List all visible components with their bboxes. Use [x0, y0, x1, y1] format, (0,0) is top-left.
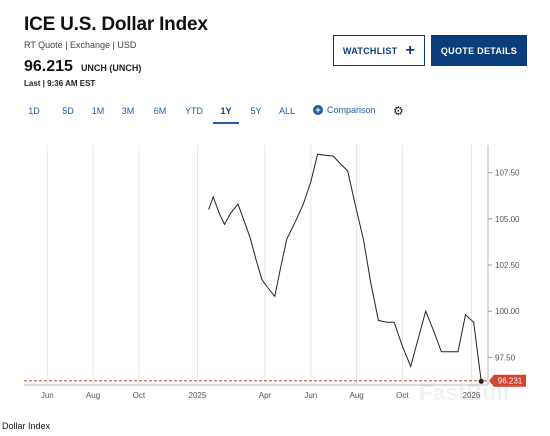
quote-details-button[interactable]: QUOTE DETAILS: [431, 35, 527, 66]
plus-icon: +: [405, 41, 416, 59]
price-row: 96.215 UNCH (UNCH): [24, 58, 141, 76]
x-tick-label: Apr: [259, 391, 272, 400]
y-tick-label: 105.00: [495, 215, 520, 224]
chart-caption: Dollar Index: [2, 421, 51, 431]
x-tick-label: Jun: [304, 391, 317, 400]
tab-3m[interactable]: 3M: [121, 106, 135, 116]
tab-1m[interactable]: 1M: [91, 106, 105, 116]
x-tick-label: Oct: [133, 391, 146, 400]
page-title: ICE U.S. Dollar Index: [24, 14, 208, 35]
x-tick-label: 2026: [463, 391, 481, 400]
price-chart[interactable]: Jun Aug Oct 2025 Apr Jun Aug Oct 2026 107.50 105.0…: [0, 140, 550, 405]
tab-1y[interactable]: 1Y: [213, 102, 239, 124]
quote-details-label: QUOTE DETAILS: [440, 45, 518, 56]
last-price-pointer: [489, 374, 494, 387]
tab-5y[interactable]: 5Y: [250, 106, 262, 116]
last-updated: Last | 9:36 AM EST: [24, 79, 96, 88]
tab-all[interactable]: ALL: [278, 106, 295, 116]
comparison-label: Comparison: [327, 105, 376, 115]
quote-subtitle: RT Quote | Exchange | USD: [24, 40, 137, 50]
y-tick-label: 97.50: [495, 353, 516, 362]
x-tick-label: Jun: [41, 391, 54, 400]
tab-1d[interactable]: 1D: [28, 106, 40, 116]
watermark: FastBull: [419, 380, 510, 405]
tab-5d[interactable]: 5D: [62, 106, 74, 116]
x-tick-label: 2025: [189, 391, 207, 400]
last-point-marker: [478, 378, 484, 384]
series-line: [208, 153, 482, 382]
x-tick-label: Aug: [349, 391, 363, 400]
tab-6m[interactable]: 6M: [153, 106, 167, 116]
last-price-label: 96.231: [498, 377, 523, 386]
y-tick-label: 107.50: [495, 169, 520, 178]
y-tick-label: 100.00: [495, 307, 520, 316]
x-tick-label: Oct: [396, 391, 409, 400]
last-price-tag: [494, 374, 526, 387]
watchlist-label: WATCHLIST: [342, 45, 398, 56]
gear-icon[interactable]: ⚙: [393, 104, 404, 118]
x-tick-label: Aug: [86, 391, 100, 400]
price-change: UNCH (UNCH): [80, 63, 142, 73]
comparison-button[interactable]: + Comparison: [313, 105, 376, 115]
y-tick-label: 102.50: [495, 261, 520, 270]
tab-ytd[interactable]: YTD: [185, 106, 203, 116]
price-value: 96.215: [24, 58, 73, 75]
add-circle-icon: +: [313, 105, 323, 115]
watchlist-button[interactable]: WATCHLIST +: [333, 35, 425, 66]
